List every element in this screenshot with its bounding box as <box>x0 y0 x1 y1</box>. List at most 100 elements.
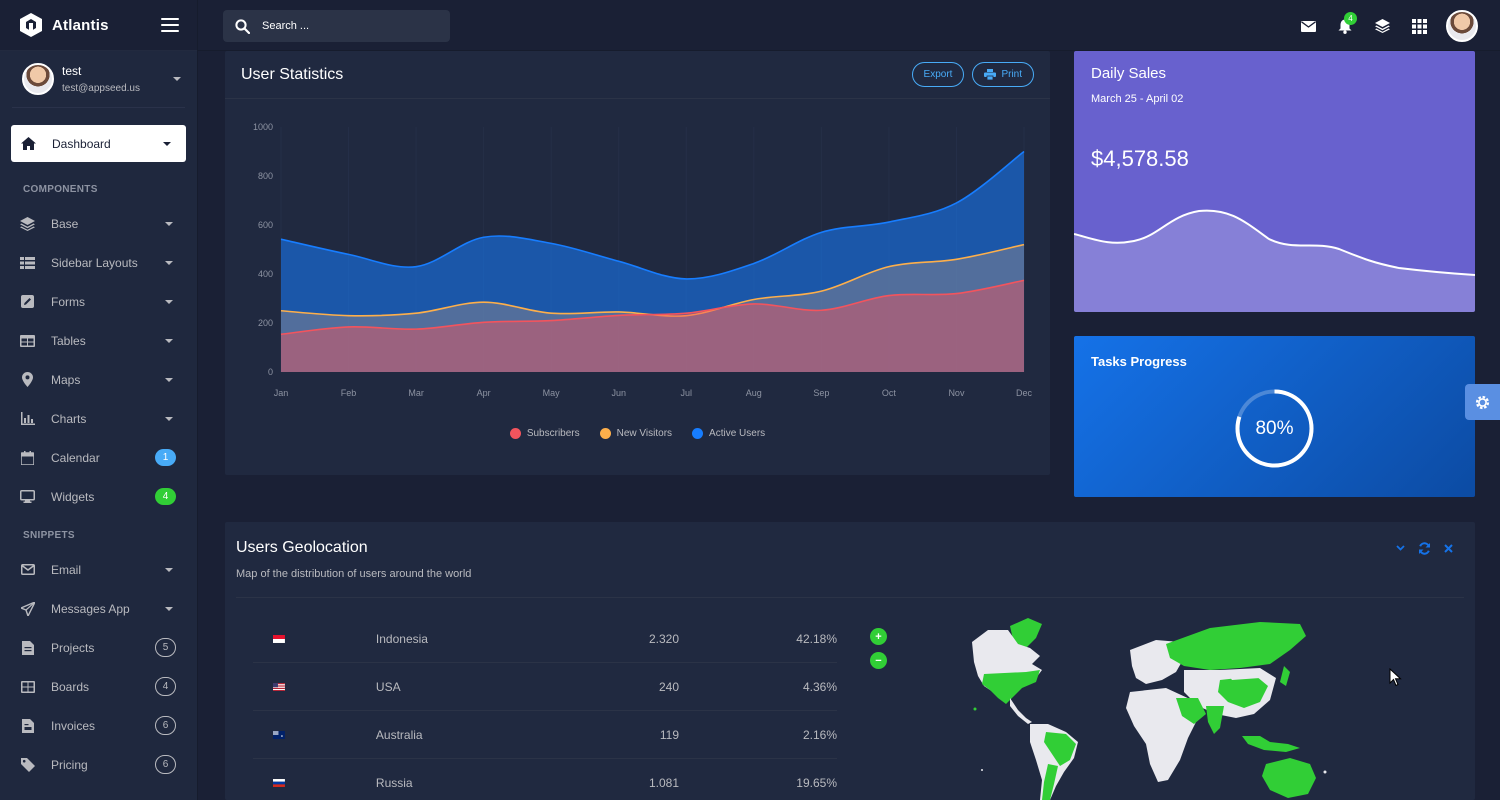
map-indonesia <box>1242 736 1300 752</box>
sidebar-item-sidebar-layouts[interactable]: Sidebar Layouts <box>0 243 197 282</box>
th-icon <box>20 679 35 694</box>
sidebar-item-email[interactable]: Email <box>0 550 197 589</box>
sidebar-item-maps[interactable]: Maps <box>0 360 197 399</box>
sidebar-item-label: Calendar <box>51 450 100 465</box>
boards-badge: 4 <box>155 677 176 696</box>
calendar-icon <box>20 450 35 465</box>
legend-item[interactable]: Active Users <box>692 428 765 439</box>
export-button[interactable]: Export <box>911 62 965 87</box>
legend-label: Subscribers <box>526 428 580 439</box>
map-brazil <box>1044 732 1076 766</box>
nav-section-components: COMPONENTS <box>23 184 98 195</box>
sales-title: Daily Sales <box>1091 65 1167 82</box>
sidebar-item-boards[interactable]: Boards 4 <box>0 667 197 706</box>
chevron-down-icon <box>165 338 173 343</box>
sidebar-item-messages-app[interactable]: Messages App <box>0 589 197 628</box>
map-australia <box>1262 758 1316 798</box>
sidebar-item-dashboard[interactable]: Dashboard <box>11 125 186 162</box>
zoom-in-button[interactable]: + <box>870 628 887 645</box>
zoom-out-button[interactable]: − <box>870 652 887 669</box>
x-tick-label: Mar <box>408 388 424 398</box>
progress-value: 80% <box>1255 417 1294 439</box>
search-input[interactable] <box>262 20 432 32</box>
apps-grid-icon[interactable] <box>1404 11 1434 41</box>
bell-icon[interactable]: 4 <box>1330 11 1360 41</box>
search-icon[interactable] <box>235 18 250 34</box>
y-tick-label: 1000 <box>253 122 273 132</box>
sidebar-item-label: Base <box>51 216 79 231</box>
series-line-active-users <box>280 150 1025 280</box>
logo-icon[interactable] <box>18 12 44 38</box>
sidebar-item-label: Sidebar Layouts <box>51 255 138 270</box>
usa-flag-icon <box>273 682 285 691</box>
legend-dot <box>599 428 611 439</box>
sidebar-item-tables[interactable]: Tables <box>0 321 197 360</box>
logo-bar: Atlantis <box>0 0 197 51</box>
user-statistics-card: User Statistics Export Print 0 200 400 600 8… <box>225 51 1050 475</box>
envelope-icon[interactable] <box>1293 11 1323 41</box>
sidebar-item-label: Projects <box>51 640 95 655</box>
topbar-actions: 4 <box>1286 10 1478 42</box>
refresh-icon[interactable] <box>1415 540 1433 556</box>
file-icon <box>20 640 35 655</box>
sidebar-item-base[interactable]: Base <box>0 204 197 243</box>
x-tick-label: Feb <box>341 388 357 398</box>
pen-square-icon <box>20 294 35 309</box>
settings-toggle[interactable] <box>1465 384 1500 420</box>
world-map[interactable] <box>970 614 1340 800</box>
chevron-down-icon <box>165 606 173 611</box>
print-button[interactable]: Print <box>972 62 1034 87</box>
legend-label: New Visitors <box>616 428 673 439</box>
chevron-down-icon[interactable] <box>173 77 181 81</box>
legend-item[interactable]: Subscribers <box>509 428 580 439</box>
user-percentage: 19.65% <box>796 776 837 790</box>
map-greenland <box>1010 618 1042 650</box>
menu-toggle-icon[interactable] <box>161 18 179 32</box>
user-email: test@appseed.us <box>62 83 140 94</box>
x-tick-label: Oct <box>882 388 897 398</box>
close-icon[interactable] <box>1439 540 1457 556</box>
calendar-badge: 1 <box>155 449 176 466</box>
user-profile[interactable]: test test@appseed.us <box>12 51 185 108</box>
chart-legend: Subscribers New Visitors Active Users <box>225 428 1050 439</box>
progress-circle: 80% <box>1234 388 1315 469</box>
user-count: 2.320 <box>648 631 679 646</box>
country-name: Indonesia <box>375 631 428 646</box>
sidebar-item-calendar[interactable]: Calendar 1 <box>0 438 197 477</box>
paper-plane-icon <box>20 601 35 616</box>
sidebar-item-pricing[interactable]: Pricing 6 <box>0 745 197 784</box>
user-avatar[interactable] <box>1446 10 1478 42</box>
x-tick-label: May <box>543 388 561 398</box>
y-tick-label: 200 <box>258 318 273 328</box>
sidebar-item-projects[interactable]: Projects 5 <box>0 628 197 667</box>
sales-sparkline <box>1074 209 1475 312</box>
print-label: Print <box>1001 69 1022 80</box>
sidebar-item-charts[interactable]: Charts <box>0 399 197 438</box>
collapse-icon[interactable] <box>1391 540 1409 556</box>
sidebar-item-invoices[interactable]: Invoices 6 <box>0 706 197 745</box>
chevron-down-icon <box>165 221 173 226</box>
pricing-badge: 6 <box>155 755 176 774</box>
sidebar-item-forms[interactable]: Forms <box>0 282 197 321</box>
map-russia <box>1166 622 1306 670</box>
card-tools <box>1385 540 1457 556</box>
sidebar-item-widgets[interactable]: Widgets 4 <box>0 477 197 516</box>
geo-table: Indonesia 2.320 42.18% USA 240 4.36% Aus… <box>253 615 837 800</box>
map-arabia <box>1176 698 1206 724</box>
x-tick-label: Apr <box>477 388 491 398</box>
user-count: 1.081 <box>648 776 679 790</box>
sidebar-item-label: Invoices <box>51 718 96 733</box>
gear-icon <box>1475 395 1490 409</box>
divider <box>236 597 1464 598</box>
file-invoice-icon <box>20 718 35 733</box>
layers-icon[interactable] <box>1367 11 1397 41</box>
map-argentina <box>1042 764 1058 800</box>
notification-count-badge: 4 <box>1344 12 1357 25</box>
x-tick-label: Jan <box>274 388 289 398</box>
tasks-title: Tasks Progress <box>1091 354 1187 369</box>
users-geolocation-card: Users Geolocation Map of the distributio… <box>225 522 1475 800</box>
user-percentage: 42.18% <box>796 631 837 646</box>
australia-flag-icon <box>273 730 285 739</box>
legend-item[interactable]: New Visitors <box>599 428 673 439</box>
table-row: USA 240 4.36% <box>253 663 837 711</box>
